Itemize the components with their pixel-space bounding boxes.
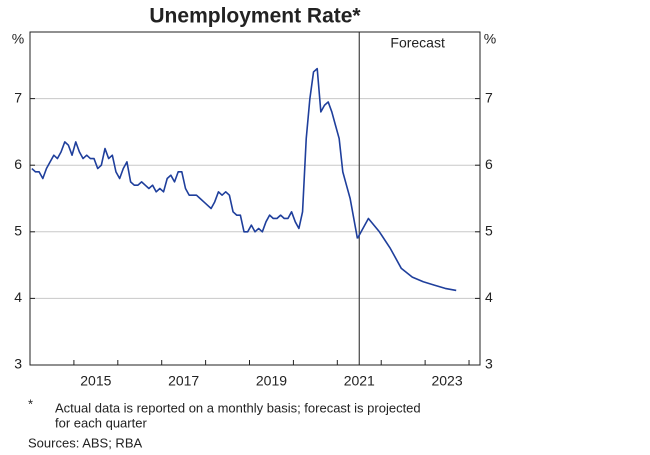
series-line <box>356 217 457 292</box>
chart-title: Unemployment Rate* <box>149 5 361 28</box>
source: Sources: ABS; RBA <box>28 435 142 450</box>
y-tick-label: 5 <box>14 223 22 239</box>
y-tick-label: 4 <box>14 289 22 305</box>
series-line <box>31 67 359 239</box>
footnote: for each quarter <box>55 415 147 430</box>
y-tick-label: 6 <box>14 156 22 172</box>
y-tick-label: 6 <box>485 156 493 172</box>
annotation: Forecast <box>390 35 445 51</box>
y-tick-label: 4 <box>485 289 493 305</box>
y-tick-label: 3 <box>485 356 493 372</box>
x-tick-label: 2017 <box>168 373 199 389</box>
x-tick-label: 2023 <box>431 373 462 389</box>
y-unit-right: % <box>484 31 496 47</box>
y-unit-left: % <box>12 31 24 47</box>
footnote-marker: * <box>28 396 33 411</box>
y-tick-label: 7 <box>14 89 22 105</box>
y-tick-label: 5 <box>485 223 493 239</box>
x-tick-label: 2021 <box>344 373 375 389</box>
plot-frame <box>29 31 481 366</box>
footnote: Actual data is reported on a monthly bas… <box>55 400 421 415</box>
y-tick-label: 7 <box>485 89 493 105</box>
y-tick-label: 3 <box>14 356 22 372</box>
x-tick-label: 2019 <box>256 373 287 389</box>
x-tick-label: 2015 <box>80 373 111 389</box>
